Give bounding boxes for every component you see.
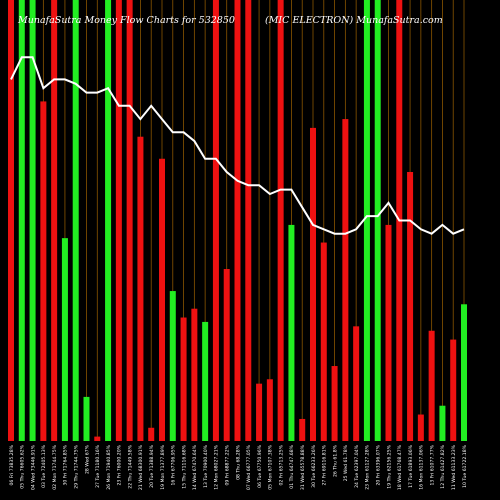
money-flow-bar [245, 0, 252, 441]
x-tick-label: 12 Thu 61427.82% [440, 444, 446, 488]
money-flow-bar [105, 0, 112, 441]
x-tick-label: 17 Tue 61893.06% [408, 444, 414, 488]
chart-title: MunafaSutra Money Flow Charts for 532850 [17, 15, 235, 26]
x-tick-label: 30 Fri 71764.85% [63, 444, 69, 485]
x-tick-label: 26 Thu 61.8% [332, 444, 338, 477]
x-tick-label: 19 Thu 62156.25% [386, 444, 392, 488]
x-tick-label: 01 Thu 64747.68% [289, 444, 295, 488]
x-tick-label: 20 Fri 63396.07% [376, 444, 382, 485]
money-flow-bar [18, 0, 25, 441]
x-tick-label: 24 Tue 62397.04% [354, 444, 360, 488]
money-flow-bar [461, 304, 467, 441]
x-tick-label: 25 Wed 61.78% [343, 444, 349, 481]
x-tick-label: 05 Mon 67107.38% [268, 444, 274, 489]
money-flow-bar [51, 0, 58, 441]
money-flow-bar [299, 418, 306, 441]
money-flow-bar [450, 339, 457, 441]
x-tick-label: 03 Tue 72405.13% [41, 444, 47, 488]
x-tick-label: 19 Mon 71377.89% [160, 444, 166, 489]
x-tick-label: 08 Thu 68,28% [235, 444, 241, 480]
x-tick-label: 09 Fri 68877.22% [225, 444, 231, 485]
x-tick-label: 20 Tue 71388.94% [149, 444, 155, 488]
money-flow-bars [8, 0, 467, 442]
x-tick-label: 02 Fri 65713.25% [278, 444, 284, 485]
x-tick-label: 23 Mon 61127.28% [365, 444, 371, 489]
money-flow-bar [277, 0, 284, 441]
x-tick-labels: 06 Fri 73835.28% 05 Thu 76605.62% 04 Wed 7… [9, 444, 468, 490]
x-tick-label: 12 Mon 68027.21% [214, 444, 220, 489]
x-tick-label: 06 Fri 73835.28% [9, 444, 15, 485]
x-tick-label: 26 Mon 71940.85% [106, 444, 112, 489]
money-flow-bar [8, 0, 14, 441]
x-tick-label: 14 Wed 67470.64% [192, 444, 198, 490]
money-flow-bar [353, 326, 360, 441]
x-tick-label: 28 Wed 67% [84, 444, 90, 474]
money-flow-bar [310, 127, 316, 441]
x-tick-label: 15 Thu 71116.68% [181, 444, 187, 488]
money-flow-bar [148, 427, 155, 441]
money-flow-bar [94, 436, 101, 441]
money-flow-bar [159, 158, 165, 441]
money-flow-bar [439, 405, 446, 441]
money-flow-bar [234, 0, 241, 441]
money-flow-bar [137, 136, 144, 441]
x-tick-label: 04 Wed 73446.91% [30, 444, 36, 490]
money-flow-bar [126, 0, 133, 441]
x-tick-label: 27 Tue 71180.16% [95, 444, 101, 488]
x-tick-label: 16 Mon 61137.06% [419, 444, 425, 489]
chart-subtitle: (MIC ELECTRON) MunafaSutra.com [265, 15, 443, 26]
money-flow-bar [331, 366, 338, 441]
money-flow-bar [83, 396, 90, 441]
x-tick-label: 06 Tue 67750.96% [257, 444, 263, 488]
x-tick-label: 02 Mon 71744.75% [52, 444, 58, 489]
money-flow-bar [29, 0, 36, 441]
money-flow-bar [72, 0, 79, 441]
money-flow-bar [385, 224, 392, 441]
money-flow-bar [191, 308, 198, 441]
money-flow-bar [342, 119, 349, 441]
money-flow-bar [363, 0, 370, 441]
x-tick-label: 10 Tue 61722.18% [462, 444, 468, 488]
x-tick-label: 07 Wed 66777.05% [246, 444, 252, 490]
money-flow-bar [61, 238, 68, 441]
price-line [10, 56, 465, 235]
money-flow-bar [169, 291, 176, 441]
money-flow-bar [266, 379, 273, 441]
x-tick-label: 27 Fri 69116.81% [322, 444, 328, 485]
x-tick-label: 30 Tue 66233.26% [311, 444, 317, 488]
money-flow-bar [256, 383, 263, 441]
x-tick-label: 11 Wed 61133.23% [451, 444, 457, 490]
x-tick-label: 13 Fri 61077.77% [429, 444, 435, 485]
money-flow-bar [115, 0, 122, 441]
x-tick-label: 18 Wed 61768.47% [397, 444, 403, 490]
money-flow-bar [428, 330, 435, 441]
x-tick-label: 31 Wed 65578.88% [300, 444, 306, 490]
money-flow-bar [374, 0, 381, 441]
money-flow-bar [180, 317, 187, 441]
money-flow-bar [417, 414, 424, 441]
money-flow-bar [202, 321, 209, 441]
money-flow-bar [288, 224, 295, 441]
x-tick-label: 22 Thu 71449.58% [127, 444, 133, 488]
x-tick-label: 16 Fri 67706.95% [171, 444, 177, 485]
x-tick-label: 05 Thu 76605.62% [20, 444, 26, 488]
x-tick-label: 13 Tue 70900.40% [203, 444, 209, 488]
x-tick-label: 29 Thu 71744.75% [74, 444, 80, 488]
money-flow-bar [212, 0, 219, 441]
money-flow-bar [407, 171, 414, 442]
money-flow-bar [40, 101, 47, 442]
x-tick-label: 23 Fri 76000.20% [117, 444, 123, 485]
x-tick-label: 21 Wed 68300.91% [138, 444, 144, 490]
money-flow-bar [320, 242, 327, 441]
money-flow-bar [223, 269, 230, 441]
